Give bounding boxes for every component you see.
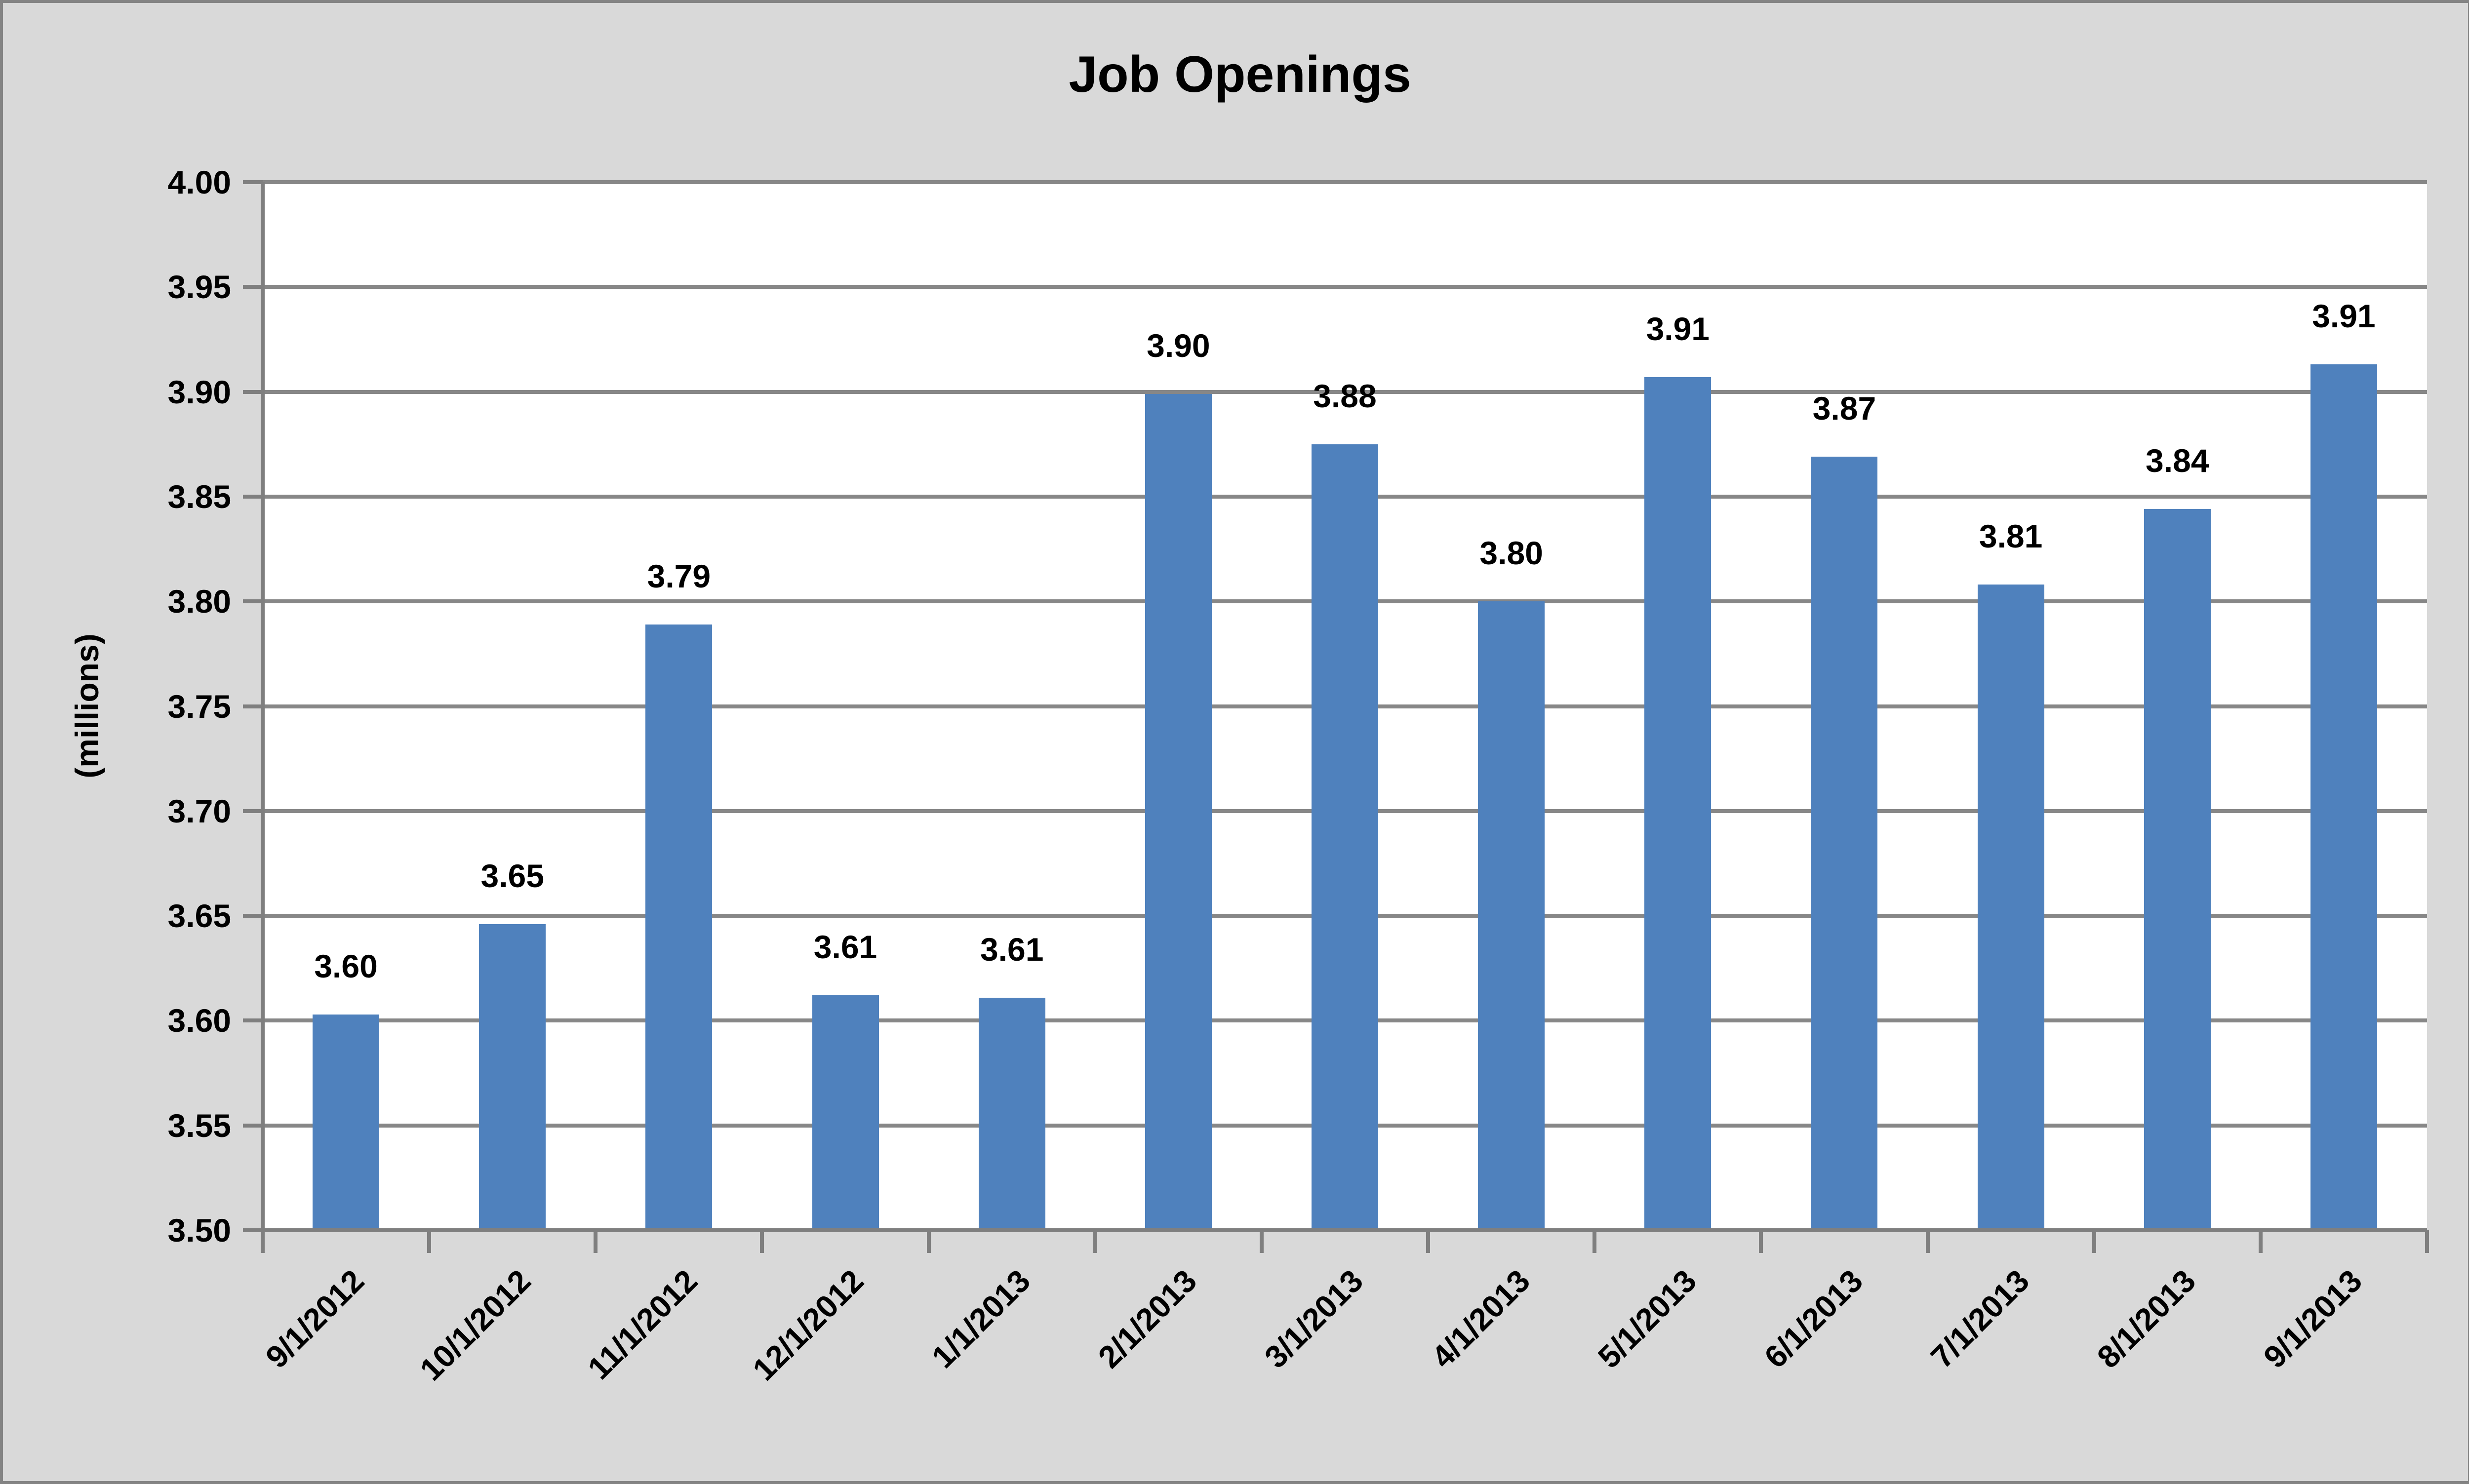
bar <box>479 924 546 1230</box>
y-tick-mark <box>243 1018 263 1023</box>
x-tick-mark <box>1093 1230 1097 1253</box>
x-tick-mark <box>261 1230 265 1253</box>
y-axis-line <box>261 182 265 1232</box>
y-tick-mark <box>243 599 263 604</box>
bar-value-label: 3.90 <box>1147 327 1210 364</box>
x-tick-mark <box>1759 1230 1763 1253</box>
bar-value-label: 3.65 <box>480 858 544 895</box>
gridline <box>263 180 2427 184</box>
y-tick-mark <box>243 1123 263 1128</box>
bar-value-label: 3.84 <box>2146 442 2209 479</box>
bar-value-label: 3.80 <box>1479 535 1543 572</box>
y-tick-label: 3.50 <box>167 1212 231 1249</box>
bar <box>1145 393 1212 1230</box>
x-tick-mark <box>760 1230 764 1253</box>
bar <box>812 995 879 1230</box>
bar-value-label: 3.61 <box>980 931 1044 968</box>
gridline <box>263 390 2427 394</box>
y-tick-mark <box>243 390 263 394</box>
chart-title: Job Openings <box>1069 46 1411 103</box>
gridline <box>263 285 2427 289</box>
x-tick-label: 6/1/2013 <box>1757 1263 1870 1375</box>
bar <box>1977 585 2044 1230</box>
bar <box>1312 444 1378 1230</box>
y-tick-label: 3.80 <box>167 583 231 620</box>
x-tick-label: 3/1/2013 <box>1258 1263 1370 1375</box>
bar-value-label: 3.88 <box>1313 377 1377 414</box>
y-tick-label: 3.65 <box>167 898 231 935</box>
x-tick-mark <box>2425 1230 2429 1253</box>
bar <box>978 997 1045 1230</box>
x-tick-label: 10/1/2012 <box>413 1263 538 1388</box>
x-tick-label: 9/1/2013 <box>2257 1263 2369 1375</box>
bar <box>2144 509 2211 1230</box>
bar-value-label: 3.81 <box>1979 518 2043 555</box>
bar <box>1811 457 1878 1230</box>
x-tick-label: 8/1/2013 <box>2090 1263 2203 1375</box>
bar-value-label: 3.91 <box>2312 298 2376 335</box>
x-tick-mark <box>427 1230 432 1253</box>
x-axis-line <box>263 1228 2427 1232</box>
y-tick-mark <box>243 704 263 708</box>
bar-value-label: 3.87 <box>1812 390 1876 427</box>
y-tick-mark <box>243 494 263 499</box>
y-tick-mark <box>243 285 263 289</box>
bar-value-label: 3.79 <box>647 557 711 594</box>
x-tick-label: 12/1/2012 <box>746 1263 871 1388</box>
bar-value-label: 3.61 <box>813 929 877 966</box>
y-tick-label: 3.85 <box>167 478 231 515</box>
x-tick-mark <box>1593 1230 1597 1253</box>
y-tick-mark <box>243 1228 263 1232</box>
x-tick-label: 11/1/2012 <box>581 1263 704 1386</box>
y-tick-label: 3.90 <box>167 373 231 410</box>
bar <box>313 1014 380 1230</box>
bar <box>645 624 713 1230</box>
y-tick-label: 3.55 <box>167 1107 231 1144</box>
y-tick-label: 4.00 <box>167 164 231 200</box>
x-tick-mark <box>1426 1230 1431 1253</box>
y-tick-mark <box>243 809 263 813</box>
y-tick-label: 3.95 <box>167 269 231 306</box>
plot-area <box>263 180 2427 1230</box>
x-tick-mark <box>1259 1230 1264 1253</box>
bar-value-label: 3.60 <box>314 947 378 984</box>
bar <box>1478 601 1545 1230</box>
bar <box>2310 364 2377 1230</box>
bar <box>1644 377 1712 1230</box>
x-tick-mark <box>926 1230 931 1253</box>
y-tick-label: 3.75 <box>167 688 231 725</box>
x-tick-label: 9/1/2012 <box>259 1263 371 1375</box>
x-tick-label: 1/1/2013 <box>925 1263 1037 1375</box>
x-tick-mark <box>2258 1230 2263 1253</box>
y-tick-label: 3.70 <box>167 792 231 829</box>
y-tick-label: 3.60 <box>167 1002 231 1039</box>
bar-value-label: 3.91 <box>1646 310 1710 347</box>
y-tick-mark <box>243 180 263 184</box>
x-tick-label: 5/1/2013 <box>1591 1263 1703 1375</box>
x-tick-label: 4/1/2013 <box>1424 1263 1537 1375</box>
y-tick-mark <box>243 914 263 918</box>
x-tick-label: 2/1/2013 <box>1091 1263 1204 1375</box>
x-tick-mark <box>2092 1230 2096 1253</box>
x-tick-label: 7/1/2013 <box>1923 1263 2036 1375</box>
x-tick-mark <box>594 1230 598 1253</box>
x-tick-mark <box>1925 1230 1930 1253</box>
